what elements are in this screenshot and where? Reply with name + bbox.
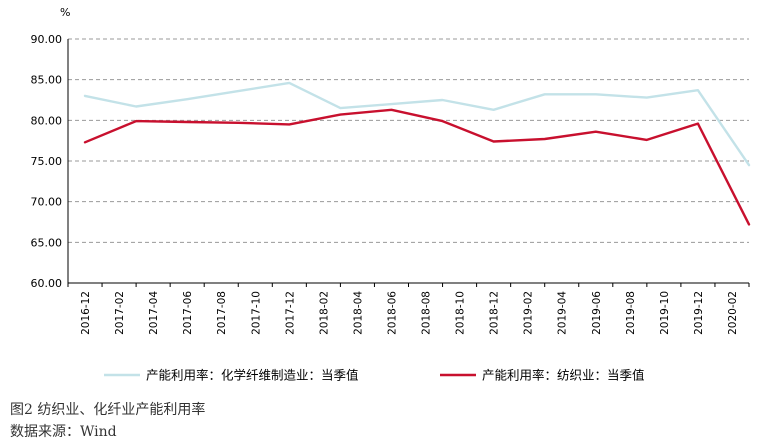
series-line-textile <box>83 108 751 226</box>
y-tick-label: 80.00 <box>31 114 63 127</box>
x-tick-label: 2017-12 <box>284 291 296 335</box>
x-tick-label: 2017-10 <box>250 291 262 335</box>
y-tick-label: 60.00 <box>31 277 63 290</box>
data-source-note: 数据来源：Wind <box>10 424 117 440</box>
y-tick-label: 65.00 <box>31 236 63 249</box>
x-tick-label: 2018-02 <box>318 291 330 335</box>
legend-label: 产能利用率：化学纤维制造业：当季值 <box>146 368 359 383</box>
series-line-chemical-fiber <box>83 81 751 167</box>
series-lines <box>83 81 751 226</box>
x-tick-label: 2016-12 <box>80 291 92 335</box>
y-unit-label: % <box>60 6 70 19</box>
y-tick-label: 70.00 <box>31 196 63 209</box>
x-tick-label: 2019-06 <box>591 291 603 335</box>
y-tick-label: 85.00 <box>31 74 63 87</box>
x-tick-label: 2019-02 <box>523 291 535 335</box>
figure-caption: 图2 纺织业、化纤业产能利用率 <box>10 402 206 418</box>
x-tick-label: 2019-10 <box>659 291 671 335</box>
y-tick-label: 90.00 <box>31 33 63 46</box>
x-tick-label: 2019-08 <box>625 291 637 335</box>
x-tick-label: 2020-02 <box>727 291 739 335</box>
x-tick-label: 2017-06 <box>182 291 194 335</box>
legend: 产能利用率：化学纤维制造业：当季值 产能利用率：纺织业：当季值 <box>104 368 645 383</box>
x-tick-label: 2019-12 <box>693 291 705 335</box>
y-tick-label: 75.00 <box>31 155 63 168</box>
x-tick-label: 2017-08 <box>216 291 228 335</box>
x-tick-label: 2018-04 <box>352 291 364 335</box>
x-tick-label: 2018-08 <box>421 291 433 335</box>
x-tick-label: 2018-10 <box>455 291 467 335</box>
x-tick-label: 2017-04 <box>148 291 160 335</box>
x-tick-label: 2017-02 <box>114 291 126 335</box>
x-tick-label: 2019-04 <box>557 291 569 335</box>
x-tick-label: 2018-12 <box>489 291 501 335</box>
gridlines <box>68 38 749 243</box>
x-tick-label: 2018-06 <box>386 291 398 335</box>
line-chart: 60.00 65.00 70.00 75.00 80.00 85.00 90.00% 2016… <box>31 6 751 383</box>
legend-label: 产能利用率：纺织业：当季值 <box>482 368 645 383</box>
axes: 60.00 65.00 70.00 75.00 80.00 85.00 90.00% 2016… <box>31 6 750 335</box>
